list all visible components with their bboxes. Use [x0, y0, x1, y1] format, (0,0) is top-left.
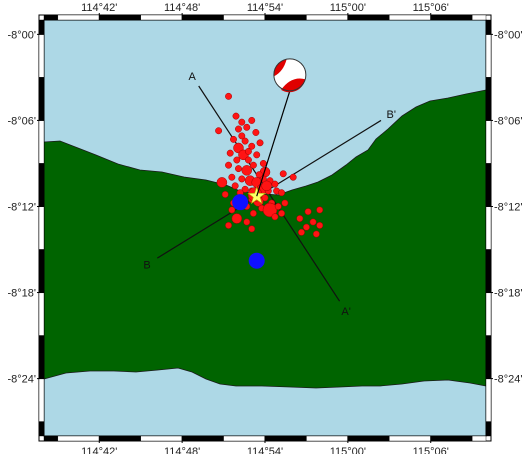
earthquake-event [241, 185, 249, 193]
earthquake-event [241, 137, 249, 145]
earthquake-event [238, 132, 246, 140]
earthquake-event [238, 118, 246, 126]
lon-tick-label-bottom: 114°54' [247, 446, 283, 454]
earthquake-event [243, 123, 251, 131]
earthquake-event [228, 173, 236, 181]
seismic-stations [232, 194, 265, 269]
earthquake-event [225, 92, 232, 100]
earthquake-event [235, 125, 242, 133]
earthquake-event [261, 194, 269, 202]
earthquake-event [225, 221, 232, 229]
lon-tick-label-bottom: 115°00' [330, 446, 366, 454]
earthquake-event [249, 209, 257, 217]
earthquake-event [278, 209, 286, 217]
earthquake-event [304, 208, 312, 216]
earthquake-event [221, 190, 229, 198]
earthquake-event [271, 180, 279, 188]
earthquake-event [316, 221, 324, 229]
earthquake-event [225, 161, 232, 169]
earthquake-event [253, 151, 261, 159]
section-start-label: B [143, 259, 150, 271]
earthquake-event [232, 112, 240, 120]
earthquake-event [228, 206, 236, 214]
earthquake-event [235, 165, 242, 173]
earthquake-event [233, 156, 241, 164]
lon-tick-label-top: 114°54' [247, 2, 283, 14]
earthquake-event [244, 156, 252, 164]
earthquake-event [231, 182, 239, 190]
earthquake-event [312, 230, 320, 238]
earthquake-event [289, 173, 297, 181]
earthquake-event [278, 189, 286, 197]
earthquake-event [248, 116, 256, 124]
lat-tick-label-left: -8°00' [7, 29, 36, 41]
lon-tick-label-bottom: 114°42' [81, 446, 117, 454]
earthquake-event [215, 127, 223, 135]
earthquake-event [230, 135, 237, 143]
earthquake-event [248, 142, 256, 150]
earthquake-event [252, 129, 260, 136]
lat-tick-label-right: -8°18' [494, 288, 523, 300]
lon-tick-label-bottom: 115°06' [413, 446, 449, 454]
section-start-label: A [188, 71, 196, 83]
lat-tick-label-left: -8°18' [7, 288, 36, 300]
lon-tick-label-top: 115°00' [330, 2, 366, 14]
beachball-icon [273, 58, 307, 93]
land-mass [44, 89, 486, 436]
lat-tick-label-left: -8°12' [7, 201, 36, 213]
lat-tick-label-left: -8°24' [7, 374, 36, 386]
section-end-label: A' [341, 306, 350, 318]
earthquake-event [298, 228, 305, 236]
section-end-label: B' [387, 109, 396, 121]
earthquake-event [296, 215, 304, 222]
focal-leader-line [256, 90, 291, 197]
earthquake-event [249, 161, 257, 169]
earthquake-event [261, 180, 272, 192]
earthquake-event [244, 147, 252, 155]
lon-tick-label-top: 114°48' [164, 2, 200, 14]
lon-tick-label-top: 115°06' [413, 2, 449, 14]
earthquake-event [226, 149, 234, 157]
earthquake-event [274, 203, 282, 210]
lat-tick-label-left: -8°06' [7, 115, 36, 127]
earthquake-event [302, 223, 310, 231]
focal-mechanism-beachball [256, 58, 307, 197]
earthquake-event [271, 213, 279, 221]
earthquake-event [262, 202, 278, 218]
earthquake-event [316, 206, 324, 214]
lon-tick-label-top: 114°42' [81, 2, 117, 14]
earthquake-event [259, 160, 267, 167]
lon-tick-label-bottom: 114°48' [164, 446, 200, 454]
earthquake-event [238, 175, 246, 183]
earthquake-event [281, 199, 289, 207]
lat-tick-label-right: -8°24' [494, 374, 523, 386]
station-marker [248, 252, 265, 269]
earthquake-event [279, 170, 287, 178]
earthquake-event [256, 139, 264, 147]
earthquake-event [241, 165, 253, 176]
station-marker [232, 194, 249, 211]
lat-tick-label-right: -8°00' [494, 29, 523, 41]
lat-tick-label-right: -8°12' [494, 201, 523, 213]
earthquake-event [309, 218, 317, 226]
earthquake-event [231, 213, 243, 224]
earthquake-event [248, 225, 256, 233]
earthquake-event [243, 218, 251, 226]
lat-tick-label-right: -8°06' [494, 115, 523, 127]
earthquake-event [216, 177, 228, 188]
